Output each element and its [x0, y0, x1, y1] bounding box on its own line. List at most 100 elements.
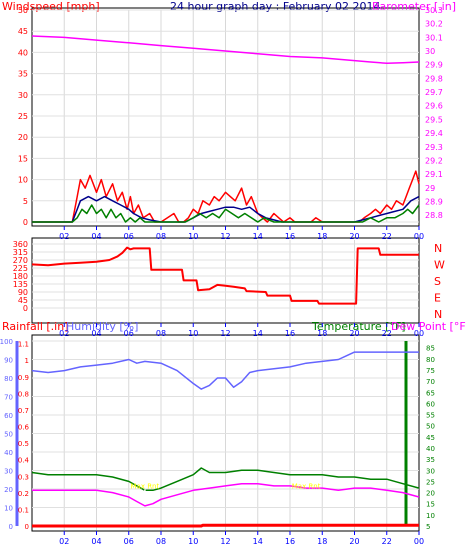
humidity-tick-label: 70	[4, 394, 13, 402]
wind-x-tick-label: 12	[220, 232, 230, 241]
barometer-tick-label: 29.9	[425, 61, 443, 70]
rainfall-tick-label: 0.1	[18, 506, 29, 514]
temperature-tick-label: 10	[426, 512, 435, 520]
direction-x-tick-label: 00	[414, 329, 424, 338]
windspeed-tick-label: 15	[18, 154, 28, 163]
direction-x-tick-label: 12	[220, 329, 230, 338]
barometer-tick-label: 29.7	[425, 88, 443, 97]
annotation-label: Max Rnt	[292, 483, 321, 491]
direction-tick-label: 225	[13, 264, 28, 273]
barometer-tick-label: 29.5	[425, 115, 443, 124]
temperature-tick-label: 65	[426, 389, 435, 397]
windspeed-tick-label: 50	[18, 6, 28, 15]
windspeed-tick-label: 20	[18, 133, 28, 142]
windspeed-tick-label: 35	[18, 70, 28, 79]
barometer-tick-label: 30.3	[425, 6, 443, 15]
dewpoint-line	[32, 482, 420, 507]
compass-label: N	[434, 242, 442, 255]
rainfall-tick-label: 0.3	[18, 473, 29, 481]
chart-marks: 0510152025303540455028.828.92929.129.229…	[0, 6, 445, 546]
direction-tick-label: 45	[18, 296, 28, 305]
windspeed-tick-label: 25	[18, 112, 28, 121]
direction-x-tick-label: 16	[285, 329, 295, 338]
wind-x-tick-label: 10	[188, 232, 198, 241]
rain-x-tick-label: 16	[285, 537, 295, 546]
humidity-tick-label: 50	[4, 431, 13, 439]
direction-tick-label: 135	[13, 280, 28, 289]
compass-label: S	[434, 275, 441, 288]
barometer-tick-label: 29.3	[425, 143, 443, 152]
humidity-line	[31, 351, 419, 390]
humidity-tick-label: 60	[4, 412, 13, 420]
humidity-tick-label: 80	[4, 375, 13, 383]
barometer-tick-label: 29.6	[425, 102, 443, 111]
temperature-tick-label: 55	[426, 412, 435, 420]
rainfall-tick-label: 0.4	[18, 457, 30, 465]
barometer-tick-label: 28.8	[425, 211, 443, 220]
temperature-tick-label: 80	[426, 356, 435, 364]
temperature-tick-label: 45	[426, 434, 435, 442]
humidity-tick-label: 30	[4, 468, 13, 476]
chart-title: 24 hour graph day : February 02 2014	[170, 0, 381, 13]
wind-direction-line	[31, 246, 419, 305]
temperature-tick-label: 30	[426, 467, 435, 475]
temperature-tick-label: 20	[426, 490, 435, 498]
windspeed-tick-label: 0	[23, 218, 28, 227]
rain-x-tick-label: 02	[59, 537, 69, 546]
direction-x-tick-label: 02	[59, 329, 69, 338]
rainfall-tick-label: 0	[25, 523, 29, 531]
rain-x-tick-label: 12	[220, 537, 230, 546]
barometer-tick-label: 30	[425, 47, 435, 56]
rainfall-axis-title: Rainfall [.in]	[2, 320, 69, 333]
temperature-tick-label: 70	[426, 378, 435, 386]
humidity-tick-label: 0	[9, 523, 13, 531]
direction-x-tick-label: 10	[188, 329, 198, 338]
direction-x-tick-label: 22	[382, 329, 392, 338]
windspeed-tick-label: 10	[18, 176, 28, 185]
windspeed-axis-title: Windspeed [mph]	[2, 0, 100, 13]
rainfall-tick-label: 0.5	[18, 440, 29, 448]
compass-label: W	[434, 259, 445, 272]
compass-label: N	[434, 308, 442, 321]
wind-x-tick-label: 02	[59, 232, 69, 241]
rain-x-tick-label: 06	[124, 537, 134, 546]
rainfall-tick-label: 0.6	[18, 424, 30, 432]
rain-x-tick-label: 00	[414, 537, 424, 546]
temperature-tick-label: 50	[426, 423, 435, 431]
direction-tick-label: 0	[23, 304, 28, 313]
rain-x-tick-label: 08	[156, 537, 166, 546]
direction-tick-label: 315	[13, 248, 28, 257]
rainfall-tick-label: 1	[25, 357, 29, 365]
wind-x-tick-label: 22	[382, 232, 392, 241]
rainfall-tick-label: 0.8	[18, 390, 29, 398]
rain-x-tick-label: 20	[349, 537, 359, 546]
direction-x-tick-label: 18	[317, 329, 327, 338]
direction-x-tick-label: 14	[253, 329, 263, 338]
windspeed-tick-label: 40	[18, 48, 28, 57]
temperature-tick-label: 75	[426, 367, 435, 375]
temperature-line	[31, 467, 420, 492]
humidity-axis-title: Humidity [%]	[66, 320, 138, 333]
barometer-tick-label: 29.2	[425, 156, 443, 165]
wind-x-tick-label: 08	[156, 232, 166, 241]
wind-x-tick-label: 20	[349, 232, 359, 241]
humidity-tick-label: 100	[0, 338, 13, 346]
rainfall-tick-label: 0.7	[18, 407, 29, 415]
windspeed-tick-label: 5	[23, 197, 28, 206]
temperature-axis-title: Temperature [°F]	[311, 320, 406, 333]
wind-x-tick-label: 00	[414, 232, 424, 241]
rainfall-tick-label: 0.9	[18, 374, 29, 382]
direction-tick-label: 90	[18, 288, 28, 297]
rain-x-tick-label: 10	[188, 537, 198, 546]
rain-x-tick-label: 14	[253, 537, 263, 546]
barometer-tick-label: 30.2	[425, 20, 443, 29]
barometer-tick-label: 29	[425, 184, 435, 193]
direction-x-tick-label: 08	[156, 329, 166, 338]
barometer-tick-label: 29.8	[425, 74, 443, 83]
direction-tick-label: 360	[13, 240, 28, 249]
rainfall-tick-label: 0.2	[18, 490, 29, 498]
temperature-tick-label: 25	[426, 478, 435, 486]
rain-x-tick-label: 22	[382, 537, 392, 546]
rainfall-line	[32, 523, 419, 528]
barometer-line	[31, 35, 420, 65]
